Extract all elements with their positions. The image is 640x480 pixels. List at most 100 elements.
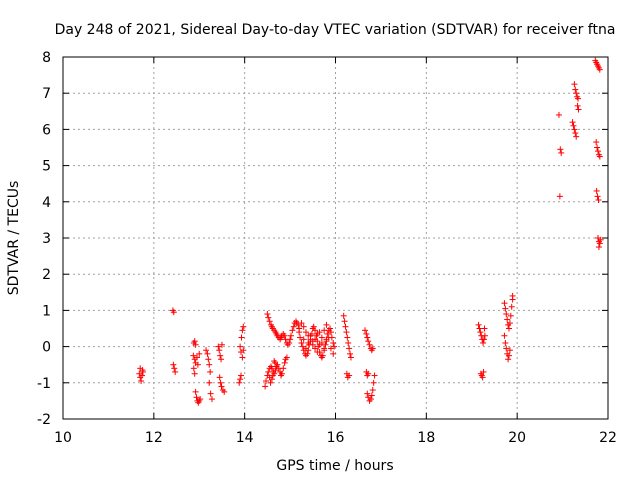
data-point — [504, 316, 511, 323]
data-point — [289, 327, 296, 334]
chart-title: Day 248 of 2021, Sidereal Day-to-day VTE… — [55, 22, 616, 38]
data-point — [217, 352, 224, 359]
data-point — [346, 372, 353, 379]
data-point — [362, 327, 369, 334]
data-point — [322, 341, 329, 348]
data-point — [312, 336, 319, 343]
data-point — [506, 320, 513, 327]
x-tick-label: 10 — [54, 430, 72, 446]
data-point — [595, 244, 602, 251]
data-point — [509, 292, 516, 299]
data-point — [193, 394, 200, 401]
data-point — [569, 119, 576, 126]
x-tick-label: 22 — [599, 430, 617, 446]
data-point — [347, 354, 354, 361]
data-point — [365, 370, 372, 377]
data-point — [290, 323, 297, 330]
data-point — [283, 354, 290, 361]
data-point — [218, 356, 225, 363]
data-point — [324, 330, 331, 337]
y-tick-labels: -2 -1 0 1 2 3 4 5 6 7 8 — [37, 50, 51, 428]
y-axis-label: SDTVAR / TECUs — [6, 181, 22, 296]
y-tick-label: 6 — [42, 122, 51, 138]
data-point — [340, 312, 347, 319]
data-point — [312, 345, 319, 352]
data-point — [342, 323, 349, 330]
data-point — [557, 146, 564, 153]
data-point — [345, 339, 352, 346]
data-point — [307, 332, 314, 339]
data-point — [481, 332, 488, 339]
data-point — [192, 388, 199, 395]
data-point — [238, 334, 245, 341]
data-point — [347, 350, 354, 357]
data-point — [596, 240, 603, 247]
data-point — [341, 318, 348, 325]
y-tick-label: -1 — [37, 376, 51, 392]
y-tick-label: 5 — [42, 159, 51, 175]
data-point — [508, 303, 515, 310]
data-point — [267, 379, 274, 386]
data-point — [207, 368, 214, 375]
data-point — [477, 329, 484, 336]
data-point — [572, 86, 579, 93]
data-point — [480, 368, 487, 375]
data-point — [138, 377, 145, 384]
data-point — [203, 347, 210, 354]
data-point — [595, 148, 602, 155]
data-point — [191, 338, 198, 345]
x-tick-label: 14 — [236, 430, 254, 446]
data-point — [216, 374, 223, 381]
x-tick-labels: 10 12 14 16 18 20 22 — [54, 430, 617, 446]
data-point — [266, 318, 273, 325]
data-point — [325, 334, 332, 341]
data-point — [312, 327, 319, 334]
data-point — [475, 321, 482, 328]
data-point — [597, 236, 604, 243]
data-point — [192, 341, 199, 348]
data-point — [343, 329, 350, 336]
data-point — [365, 338, 372, 345]
data-point — [318, 334, 325, 341]
y-tick-label: 4 — [42, 195, 51, 211]
data-point — [505, 352, 512, 359]
data-point — [300, 323, 307, 330]
data-point — [575, 106, 582, 113]
data-point — [297, 334, 304, 341]
data-point — [190, 365, 197, 372]
data-point — [216, 347, 223, 354]
data-point — [506, 347, 513, 354]
data-point — [319, 352, 326, 359]
data-point — [302, 329, 309, 336]
data-point — [240, 347, 247, 354]
data-point — [300, 336, 307, 343]
data-point — [594, 193, 601, 200]
data-point — [593, 139, 600, 146]
data-point — [321, 327, 328, 334]
data-point — [305, 339, 312, 346]
data-point — [196, 350, 203, 357]
data-point — [318, 339, 325, 346]
data-point — [572, 130, 579, 137]
data-point — [503, 311, 510, 318]
data-point — [237, 376, 244, 383]
data-point — [298, 320, 305, 327]
data-point — [190, 352, 197, 359]
data-point — [507, 312, 514, 319]
data-point — [172, 368, 179, 375]
data-point — [272, 367, 279, 374]
data-point — [574, 102, 581, 109]
data-point — [370, 379, 377, 386]
data-point — [194, 361, 201, 368]
data-point — [287, 336, 294, 343]
y-tick-label: 7 — [42, 86, 51, 102]
data-point — [278, 370, 285, 377]
x-tick-label: 18 — [417, 430, 435, 446]
data-point — [204, 350, 211, 357]
data-point — [503, 345, 510, 352]
data-point — [217, 379, 224, 386]
data-point — [272, 359, 279, 366]
data-point — [170, 309, 177, 316]
data-point — [330, 350, 337, 357]
data-point — [280, 365, 287, 372]
